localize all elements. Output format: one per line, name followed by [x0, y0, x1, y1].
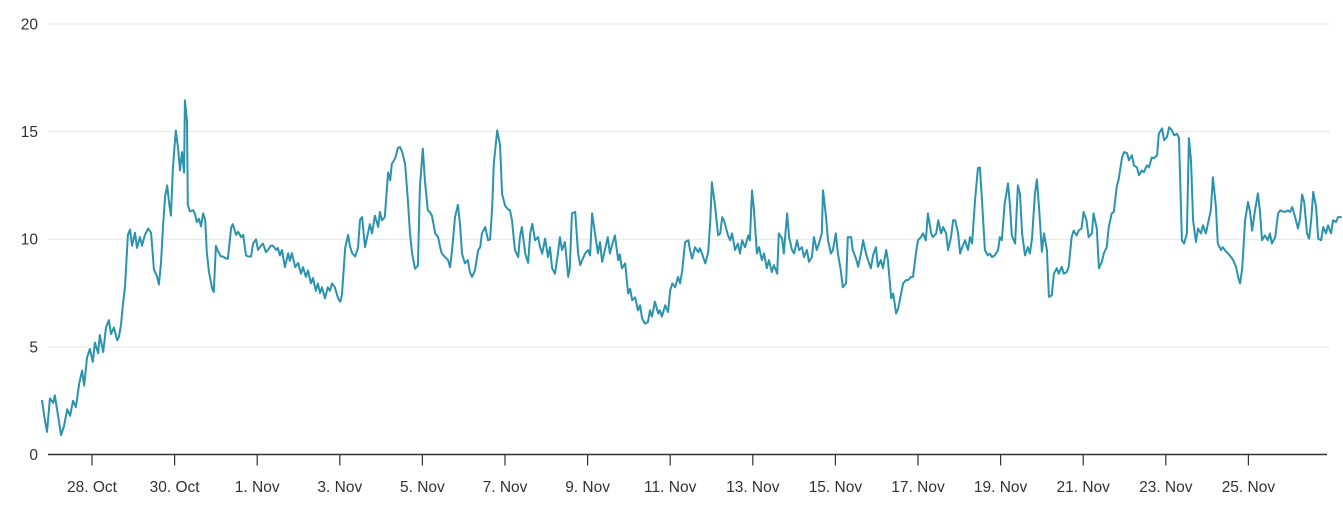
y-tick-label: 10	[21, 232, 39, 249]
x-tick-label: 15. Nov	[809, 479, 863, 496]
x-tick-label: 21. Nov	[1056, 479, 1110, 496]
y-tick-label: 0	[29, 447, 38, 464]
y-tick-label: 20	[21, 16, 39, 33]
x-tick-label: 13. Nov	[726, 479, 780, 496]
x-tick-label: 17. Nov	[891, 479, 945, 496]
x-tick-label: 7. Nov	[483, 479, 528, 496]
x-tick-label: 9. Nov	[565, 479, 610, 496]
y-tick-label: 15	[21, 124, 38, 141]
x-tick-label: 25. Nov	[1222, 479, 1276, 496]
x-tick-label: 1. Nov	[235, 479, 280, 496]
x-tick-label: 19. Nov	[974, 479, 1028, 496]
x-tick-label: 30. Oct	[150, 479, 201, 496]
series-line	[41, 99, 1342, 437]
y-tick-label: 5	[29, 339, 38, 356]
x-tick-label: 11. Nov	[644, 479, 697, 496]
x-tick-label: 3. Nov	[317, 479, 362, 496]
x-tick-label: 5. Nov	[400, 479, 445, 496]
x-tick-label: 28. Oct	[67, 479, 118, 496]
x-tick-label: 23. Nov	[1139, 479, 1193, 496]
